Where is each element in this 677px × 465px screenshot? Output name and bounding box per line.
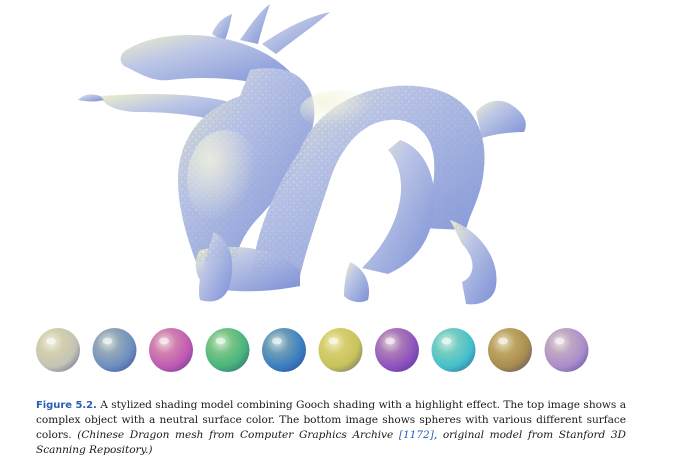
sphere-highlight [385, 337, 395, 345]
sphere-highlight [441, 337, 452, 345]
figure-label: Figure 5.2. [36, 400, 97, 411]
shaded-sphere [36, 328, 80, 372]
citation-link[interactable]: [1172] [398, 429, 434, 441]
figure-caption: Figure 5.2. A stylized shading model com… [36, 398, 626, 458]
sphere-row [36, 328, 589, 372]
shaded-sphere [544, 328, 589, 372]
sphere-highlight [102, 337, 113, 345]
figure-illustration [36, 4, 589, 372]
credit-text-close: , original model from Stanford 3D Scanni… [36, 429, 626, 456]
credit-text-open: (Chinese Dragon mesh from Computer Graph… [77, 429, 399, 441]
shaded-sphere [149, 328, 193, 372]
sphere-highlight [159, 337, 169, 345]
shaded-sphere [488, 328, 532, 372]
sphere-highlight [498, 337, 508, 345]
shaded-sphere [205, 328, 250, 372]
shaded-sphere [262, 328, 306, 372]
shaded-sphere [431, 328, 476, 372]
sphere-highlight [215, 337, 226, 345]
sphere-highlight [554, 337, 565, 345]
sphere-highlight [46, 337, 56, 345]
shaded-sphere [92, 328, 137, 372]
caption-text: A stylized shading model combining Gooch… [36, 399, 626, 441]
sphere-highlight [272, 337, 282, 345]
dragon-model [78, 4, 526, 305]
shaded-sphere [375, 328, 419, 372]
sphere-highlight [328, 337, 339, 345]
shaded-sphere [318, 328, 363, 372]
